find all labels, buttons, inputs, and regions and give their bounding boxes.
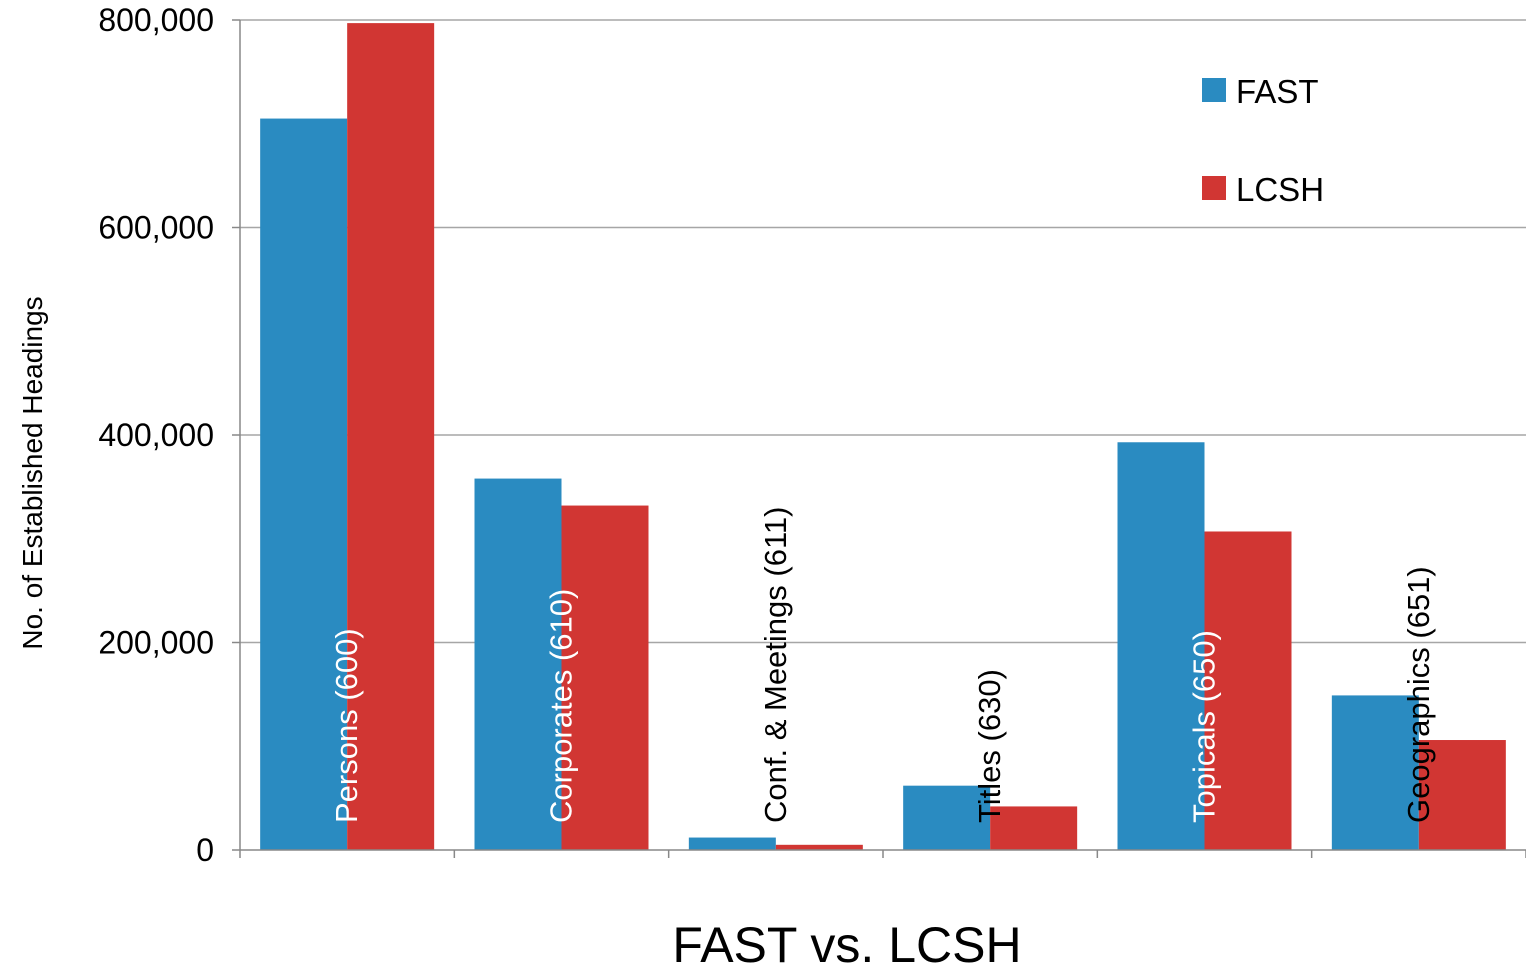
bar-lcsh xyxy=(990,806,1078,850)
bar-fast xyxy=(1117,442,1205,850)
gridlines xyxy=(240,19,1526,644)
category-label: Titles (630) xyxy=(972,669,1007,823)
y-tick-label: 800,000 xyxy=(98,2,214,38)
bar-fast xyxy=(903,785,991,850)
y-axis-title: No. of Established Headings xyxy=(17,296,48,649)
axes: 0 200,000 400,000 600,000 800,000 xyxy=(98,2,1526,868)
category-label: Topicals (650) xyxy=(1187,630,1222,823)
category-label: Corporates (610) xyxy=(544,589,579,823)
legend-label-fast: FAST xyxy=(1236,73,1319,110)
bar-lcsh xyxy=(561,505,649,850)
legend-label-lcsh: LCSH xyxy=(1236,171,1324,208)
y-tick-label: 0 xyxy=(196,832,214,868)
bar-lcsh xyxy=(1204,531,1292,850)
legend-swatch-lcsh xyxy=(1202,176,1226,200)
bars xyxy=(260,23,1506,851)
y-tick-label: 400,000 xyxy=(98,417,214,453)
legend-swatch-fast xyxy=(1202,78,1226,102)
x-axis-title: FAST vs. LCSH xyxy=(672,917,1021,966)
category-label: Geographics (651) xyxy=(1401,566,1436,823)
bar-fast xyxy=(688,837,776,850)
y-tick-label: 600,000 xyxy=(98,210,214,246)
bar-lcsh xyxy=(347,23,435,851)
bar-lcsh xyxy=(775,844,863,850)
legend: FAST LCSH xyxy=(1202,73,1324,208)
category-label: Conf. & Meetings (611) xyxy=(758,507,793,823)
category-label: Persons (600) xyxy=(329,628,364,823)
y-tick-label: 200,000 xyxy=(98,625,214,661)
bar-fast xyxy=(1331,695,1419,850)
bar-lcsh xyxy=(1418,740,1506,850)
bar-fast xyxy=(260,118,348,850)
category-labels: Persons (600) Corporates (610) Conf. & Mee… xyxy=(329,507,1436,823)
bar-fast xyxy=(474,478,562,850)
